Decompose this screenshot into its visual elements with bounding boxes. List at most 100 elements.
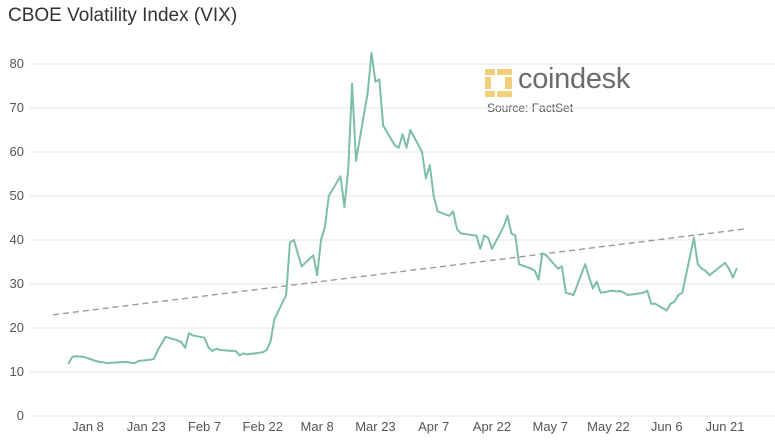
y-tick-label: 20 xyxy=(10,320,24,335)
data-point xyxy=(156,349,159,351)
data-point xyxy=(125,360,128,363)
data-point xyxy=(448,214,451,217)
data-point xyxy=(560,265,563,268)
data-point xyxy=(677,294,680,296)
data-point xyxy=(615,290,618,293)
x-tick-label: Feb 22 xyxy=(243,419,283,434)
data-point xyxy=(588,276,591,279)
data-point xyxy=(207,346,210,349)
data-point xyxy=(320,239,322,241)
data-point xyxy=(642,291,645,294)
data-point xyxy=(285,294,288,296)
data-point xyxy=(731,276,734,279)
data-point xyxy=(378,78,381,81)
data-point xyxy=(94,360,97,362)
data-point xyxy=(133,362,136,365)
data-point xyxy=(67,362,70,365)
data-point xyxy=(727,267,730,270)
data-point xyxy=(106,362,109,365)
data-point xyxy=(428,164,431,167)
data-point xyxy=(599,291,602,294)
data-point xyxy=(71,355,74,358)
data-point xyxy=(409,129,412,131)
data-point xyxy=(153,357,155,360)
brand-name: coindesk xyxy=(518,63,631,95)
data-point xyxy=(557,267,559,270)
data-point xyxy=(327,195,330,197)
data-point xyxy=(646,289,649,292)
data-point xyxy=(323,225,326,228)
data-point xyxy=(176,339,179,342)
data-point xyxy=(211,349,214,352)
data-point xyxy=(568,292,571,295)
data-point xyxy=(623,291,625,294)
grid-lines xyxy=(30,63,775,417)
trend-line xyxy=(52,228,745,316)
y-tick-label: 70 xyxy=(10,100,24,115)
data-point xyxy=(533,269,536,272)
data-point xyxy=(681,291,684,294)
x-tick-label: May 7 xyxy=(533,419,568,434)
x-tick-label: Apr 7 xyxy=(418,419,449,434)
y-tick-label: 50 xyxy=(10,188,24,203)
data-point xyxy=(708,274,711,277)
data-point xyxy=(75,355,78,358)
data-point xyxy=(203,336,206,339)
data-point xyxy=(110,361,113,364)
y-tick-label: 0 xyxy=(17,408,24,423)
data-point xyxy=(700,267,703,270)
x-axis-tick-labels: Jan 8 Jan 23 Feb 7 Feb 22 Mar 8 Mar 23 Apr 7 Ap… xyxy=(72,419,744,434)
data-point xyxy=(79,355,82,358)
data-point xyxy=(191,334,194,337)
data-point xyxy=(432,195,435,197)
data-point xyxy=(724,261,726,264)
data-point xyxy=(180,341,183,344)
x-tick-label: Jun 6 xyxy=(651,419,683,434)
y-axis-tick-labels: 0 10 20 30 40 50 60 70 80 xyxy=(10,56,24,423)
data-point xyxy=(83,356,86,358)
data-point xyxy=(669,302,672,305)
vix-series-points xyxy=(67,52,738,365)
y-tick-label: 80 xyxy=(10,56,24,71)
data-point xyxy=(591,287,594,290)
y-tick-label: 40 xyxy=(10,232,24,247)
data-point xyxy=(619,290,622,292)
data-point xyxy=(459,232,462,235)
data-point xyxy=(572,294,575,296)
data-point xyxy=(436,210,439,213)
y-tick-label: 60 xyxy=(10,144,24,159)
x-tick-label: Jan 8 xyxy=(72,419,104,434)
data-point xyxy=(382,124,385,127)
data-point xyxy=(452,210,455,213)
data-point xyxy=(102,361,105,364)
coindesk-logo-icon xyxy=(485,69,512,97)
data-point xyxy=(366,91,369,94)
y-tick-label: 10 xyxy=(10,364,24,379)
data-point xyxy=(261,351,264,354)
x-tick-label: Jun 21 xyxy=(705,419,744,434)
x-tick-label: Mar 23 xyxy=(355,419,395,434)
data-point xyxy=(487,236,490,239)
data-point xyxy=(401,133,404,136)
x-tick-label: Jan 23 xyxy=(127,419,166,434)
data-point xyxy=(355,159,357,162)
data-point xyxy=(537,278,540,281)
data-point xyxy=(289,241,291,244)
data-point xyxy=(393,144,396,147)
data-point xyxy=(292,239,295,241)
data-point xyxy=(696,263,699,266)
data-point xyxy=(456,228,458,230)
data-point xyxy=(184,346,187,349)
data-point xyxy=(238,354,241,357)
data-point xyxy=(397,146,400,149)
data-point xyxy=(312,254,315,257)
x-tick-label: May 22 xyxy=(587,419,630,434)
data-point xyxy=(541,252,544,255)
data-point xyxy=(475,234,478,237)
data-point xyxy=(510,232,513,235)
data-point xyxy=(246,353,249,356)
data-point xyxy=(347,168,350,171)
data-point xyxy=(219,349,222,351)
data-point xyxy=(421,151,423,153)
